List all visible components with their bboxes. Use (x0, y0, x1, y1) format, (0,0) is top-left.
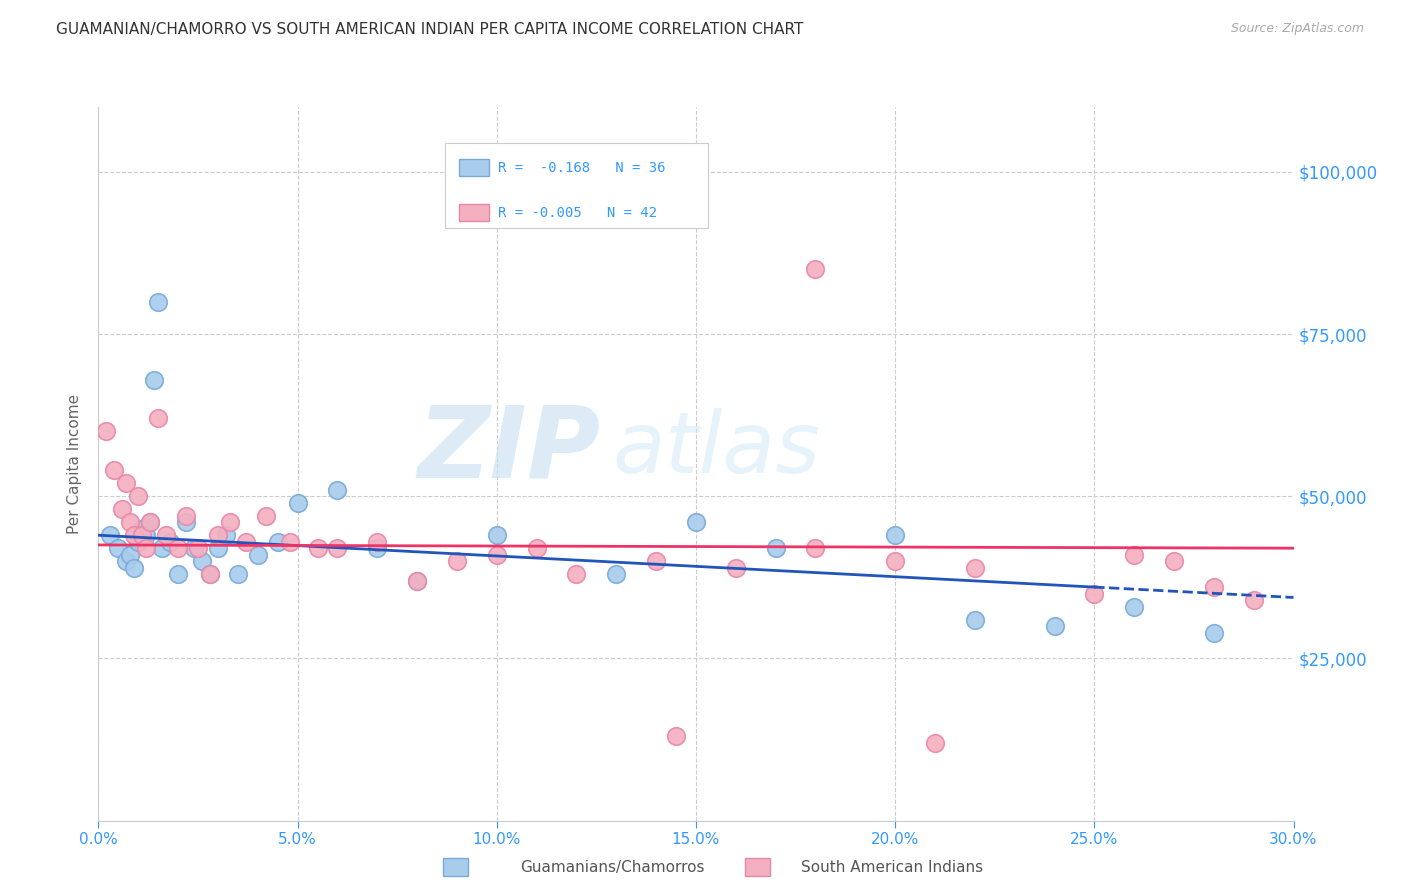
Point (159, 534, 181, 549)
Point (326, 541, 349, 556)
Point (1083, 586, 1105, 600)
Point (115, 554, 138, 568)
Point (254, 508, 277, 523)
Point (1043, 619, 1066, 633)
Point (191, 554, 214, 568)
Point (724, 560, 747, 574)
Point (107, 541, 129, 556)
Point (148, 411, 170, 425)
FancyBboxPatch shape (444, 143, 709, 228)
Point (124, 560, 146, 574)
Point (124, 528, 146, 542)
Y-axis label: Per Capita Income: Per Capita Income (67, 393, 83, 534)
Point (207, 541, 229, 556)
Point (174, 508, 197, 523)
Point (174, 515, 197, 529)
Point (366, 534, 388, 549)
Point (167, 541, 190, 556)
Text: ZIP: ZIP (418, 401, 600, 498)
Point (406, 574, 429, 588)
Point (183, 541, 205, 556)
Point (924, 736, 946, 750)
Point (1163, 554, 1185, 568)
Point (765, 541, 787, 556)
Point (526, 541, 548, 556)
Point (326, 483, 349, 497)
Point (111, 502, 134, 516)
Point (167, 567, 190, 582)
Point (155, 528, 177, 542)
Point (1123, 548, 1146, 562)
Point (446, 554, 468, 568)
Point (131, 528, 153, 542)
Point (135, 541, 157, 556)
Point (963, 560, 986, 574)
FancyBboxPatch shape (460, 204, 489, 221)
Point (148, 294, 170, 309)
Text: atlas: atlas (613, 408, 820, 491)
Point (665, 729, 688, 743)
Point (103, 463, 125, 477)
Point (120, 515, 142, 529)
Point (963, 613, 986, 627)
Point (278, 534, 301, 549)
Point (1202, 580, 1225, 594)
Point (127, 534, 149, 549)
Point (98, 528, 122, 542)
Point (605, 567, 627, 582)
Point (485, 528, 508, 542)
Point (115, 476, 138, 491)
Point (1123, 599, 1146, 614)
Point (226, 567, 249, 582)
FancyBboxPatch shape (460, 159, 489, 177)
Point (565, 567, 588, 582)
Point (685, 515, 707, 529)
Point (219, 515, 242, 529)
Point (127, 489, 149, 503)
Point (187, 541, 209, 556)
Point (207, 528, 229, 542)
Point (645, 554, 668, 568)
Point (96, 425, 118, 439)
Point (139, 515, 162, 529)
Point (131, 522, 153, 536)
Text: Source: ZipAtlas.com: Source: ZipAtlas.com (1230, 22, 1364, 36)
Point (307, 541, 329, 556)
Text: GUAMANIAN/CHAMORRO VS SOUTH AMERICAN INDIAN PER CAPITA INCOME CORRELATION CHART: GUAMANIAN/CHAMORRO VS SOUTH AMERICAN IND… (56, 22, 804, 37)
Point (884, 554, 907, 568)
Text: R = -0.005   N = 42: R = -0.005 N = 42 (498, 206, 657, 219)
Point (1243, 593, 1265, 607)
Point (804, 541, 827, 556)
Text: Guamanians/Chamorros: Guamanians/Chamorros (520, 860, 704, 874)
Point (1202, 625, 1225, 640)
Text: South American Indians: South American Indians (801, 860, 984, 874)
Point (406, 574, 429, 588)
Point (287, 496, 309, 510)
Point (267, 534, 290, 549)
Point (884, 528, 907, 542)
Point (198, 567, 221, 582)
Text: R =  -0.168   N = 36: R = -0.168 N = 36 (498, 161, 665, 175)
Point (235, 534, 257, 549)
Point (143, 372, 166, 386)
Point (246, 548, 269, 562)
Point (485, 548, 508, 562)
Point (139, 515, 162, 529)
Point (135, 528, 157, 542)
Point (198, 567, 221, 582)
Point (366, 541, 388, 556)
Point (215, 528, 238, 542)
Point (120, 548, 142, 562)
Point (150, 541, 173, 556)
Point (804, 262, 827, 277)
